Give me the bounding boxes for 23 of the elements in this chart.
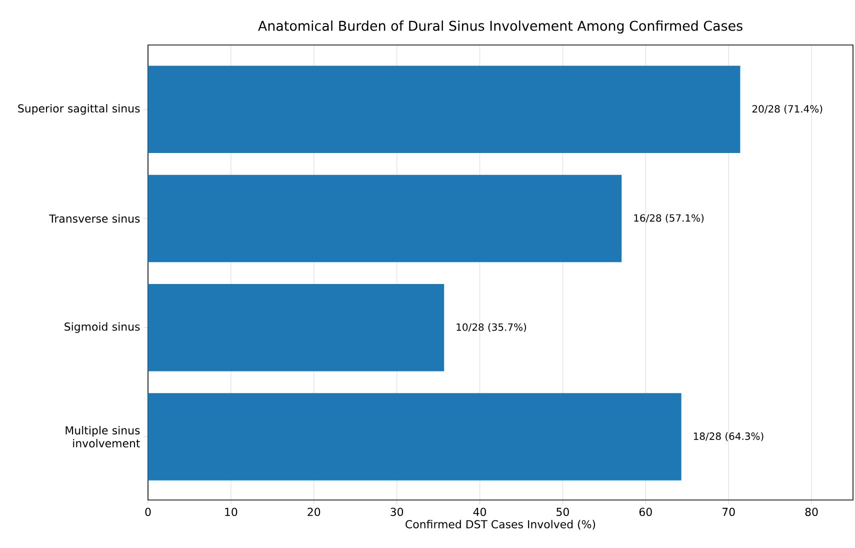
- x-tick-label: 70: [722, 508, 735, 516]
- bar: [148, 174, 622, 262]
- x-tick-label: 30: [390, 508, 404, 516]
- y-tick-label: Sigmoid sinus: [64, 322, 140, 333]
- y-tick-label: Superior sagittal sinus: [18, 104, 140, 115]
- bar: [148, 393, 682, 480]
- x-tick-label: 80: [805, 508, 818, 516]
- bar: [148, 284, 444, 372]
- data-label: 20/28 (71.4%): [752, 104, 822, 114]
- x-tick-label: 60: [639, 508, 652, 516]
- data-label: 18/28 (64.3%): [694, 432, 764, 442]
- x-tick-label: 40: [473, 508, 486, 516]
- y-tick-label: Transverse sinus: [49, 214, 140, 223]
- x-tick-label: 50: [556, 508, 569, 516]
- y-tick-label: Multiple sinus involvement: [66, 426, 140, 448]
- chart-title: Anatomical Burden of Dural Sinus Involvement Among Confirmed Cases: [258, 20, 742, 34]
- x-tick-label: 10: [225, 508, 238, 516]
- x-tick-label: 0: [145, 508, 151, 516]
- bar: [148, 66, 740, 154]
- x-axis-title: Confirmed DST Cases Involved (%): [406, 520, 596, 530]
- data-label: 16/28 (57.1%): [634, 214, 704, 223]
- data-label: 10/28 (35.7%): [456, 323, 526, 332]
- x-tick-label: 20: [308, 508, 320, 516]
